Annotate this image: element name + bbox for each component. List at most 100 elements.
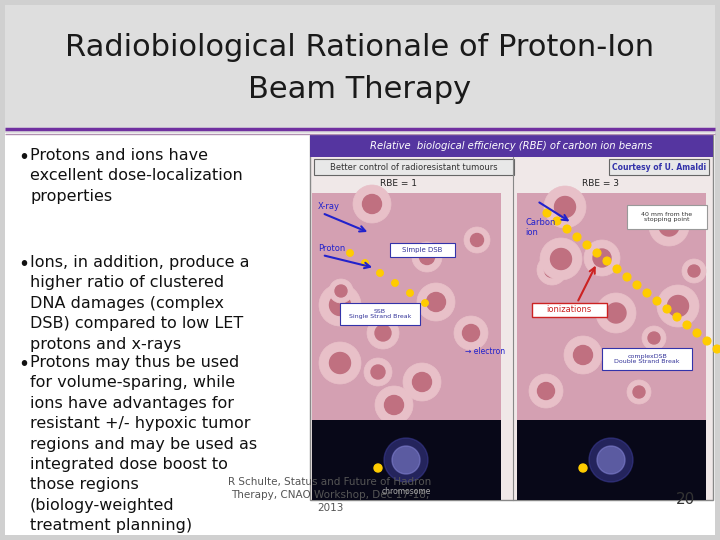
Circle shape bbox=[667, 295, 688, 316]
Circle shape bbox=[673, 313, 681, 321]
Circle shape bbox=[413, 373, 431, 392]
Circle shape bbox=[329, 279, 353, 303]
Text: Protons may thus be used
for volume-sparing, while
ions have advantages for
resi: Protons may thus be used for volume-spar… bbox=[30, 355, 257, 533]
Circle shape bbox=[564, 336, 602, 374]
Text: chromosome: chromosome bbox=[382, 488, 431, 496]
Circle shape bbox=[426, 293, 446, 312]
Circle shape bbox=[593, 249, 611, 267]
Circle shape bbox=[420, 249, 434, 265]
Circle shape bbox=[593, 249, 601, 257]
Text: RBE = 1: RBE = 1 bbox=[380, 179, 417, 188]
Circle shape bbox=[470, 233, 484, 246]
Circle shape bbox=[371, 365, 385, 379]
Circle shape bbox=[335, 285, 347, 297]
Circle shape bbox=[579, 464, 587, 472]
Text: Radiobiological Rationale of Proton-Ion: Radiobiological Rationale of Proton-Ion bbox=[66, 33, 654, 63]
Bar bbox=[609, 159, 709, 175]
Text: Relative  biological efficiency (RBE) of carbon ion beams: Relative biological efficiency (RBE) of … bbox=[370, 141, 653, 151]
Circle shape bbox=[642, 326, 666, 350]
Text: 40 mm from the
stopping point: 40 mm from the stopping point bbox=[642, 212, 693, 222]
Circle shape bbox=[596, 293, 636, 333]
Bar bbox=[5, 5, 715, 133]
Bar bbox=[517, 193, 706, 420]
Circle shape bbox=[603, 257, 611, 265]
Circle shape bbox=[464, 227, 490, 253]
Circle shape bbox=[643, 289, 651, 297]
Bar bbox=[312, 193, 501, 420]
Circle shape bbox=[648, 332, 660, 344]
Circle shape bbox=[362, 194, 382, 213]
Circle shape bbox=[633, 281, 641, 289]
Circle shape bbox=[574, 346, 593, 365]
Circle shape bbox=[346, 249, 354, 256]
Text: •: • bbox=[18, 355, 29, 374]
Circle shape bbox=[683, 321, 691, 329]
Bar bbox=[312, 420, 501, 500]
Bar bbox=[5, 135, 715, 535]
Circle shape bbox=[319, 284, 361, 326]
Circle shape bbox=[563, 225, 571, 233]
Circle shape bbox=[421, 300, 428, 307]
Text: Ions, in addition, produce a
higher ratio of clustered
DNA damages (complex
DSB): Ions, in addition, produce a higher rati… bbox=[30, 255, 250, 352]
Circle shape bbox=[589, 438, 633, 482]
Text: Beam Therapy: Beam Therapy bbox=[248, 76, 472, 105]
Circle shape bbox=[537, 255, 567, 285]
Circle shape bbox=[538, 382, 554, 400]
Text: RBE = 3: RBE = 3 bbox=[582, 179, 618, 188]
Text: complexDSB
Double Strand Break: complexDSB Double Strand Break bbox=[614, 354, 680, 364]
Text: Protons and ions have
excellent dose-localization
properties: Protons and ions have excellent dose-loc… bbox=[30, 148, 243, 204]
Circle shape bbox=[573, 233, 581, 241]
Circle shape bbox=[554, 197, 575, 218]
Bar bbox=[532, 303, 607, 317]
Text: 20: 20 bbox=[676, 492, 695, 508]
Circle shape bbox=[417, 283, 455, 321]
Circle shape bbox=[392, 446, 420, 474]
Circle shape bbox=[412, 242, 442, 272]
Circle shape bbox=[584, 240, 620, 276]
Bar bbox=[310, 135, 713, 157]
Circle shape bbox=[544, 262, 559, 278]
Circle shape bbox=[649, 206, 689, 246]
Text: Proton: Proton bbox=[318, 244, 346, 253]
Circle shape bbox=[462, 325, 480, 341]
Circle shape bbox=[682, 259, 706, 283]
Circle shape bbox=[454, 316, 488, 350]
Circle shape bbox=[693, 329, 701, 337]
Bar bbox=[390, 243, 455, 257]
Circle shape bbox=[657, 285, 699, 327]
Circle shape bbox=[384, 395, 403, 415]
Circle shape bbox=[375, 325, 391, 341]
Circle shape bbox=[551, 248, 572, 269]
Bar bbox=[627, 205, 707, 229]
Text: Simple DSB: Simple DSB bbox=[402, 247, 442, 253]
Circle shape bbox=[653, 297, 661, 305]
Circle shape bbox=[623, 273, 631, 281]
Circle shape bbox=[529, 374, 563, 408]
Bar bbox=[602, 348, 692, 370]
Text: → electron: → electron bbox=[465, 347, 505, 355]
Circle shape bbox=[407, 289, 413, 296]
Bar bbox=[314, 159, 514, 175]
Circle shape bbox=[319, 342, 361, 384]
Circle shape bbox=[597, 446, 625, 474]
Circle shape bbox=[403, 363, 441, 401]
Circle shape bbox=[663, 305, 671, 313]
Circle shape bbox=[540, 238, 582, 280]
Bar bbox=[310, 135, 713, 500]
Circle shape bbox=[659, 216, 679, 236]
Circle shape bbox=[374, 464, 382, 472]
Text: Courtesy of U. Amaldi: Courtesy of U. Amaldi bbox=[612, 163, 706, 172]
Circle shape bbox=[361, 260, 369, 267]
Circle shape bbox=[627, 380, 651, 404]
Circle shape bbox=[543, 209, 551, 217]
Circle shape bbox=[364, 358, 392, 386]
Circle shape bbox=[544, 186, 586, 228]
Circle shape bbox=[633, 386, 645, 398]
Circle shape bbox=[613, 265, 621, 273]
Circle shape bbox=[367, 317, 399, 349]
Circle shape bbox=[353, 185, 391, 223]
Bar bbox=[340, 303, 420, 325]
Text: •: • bbox=[18, 255, 29, 274]
Text: Carbon
ion: Carbon ion bbox=[525, 218, 555, 238]
Circle shape bbox=[713, 345, 720, 353]
